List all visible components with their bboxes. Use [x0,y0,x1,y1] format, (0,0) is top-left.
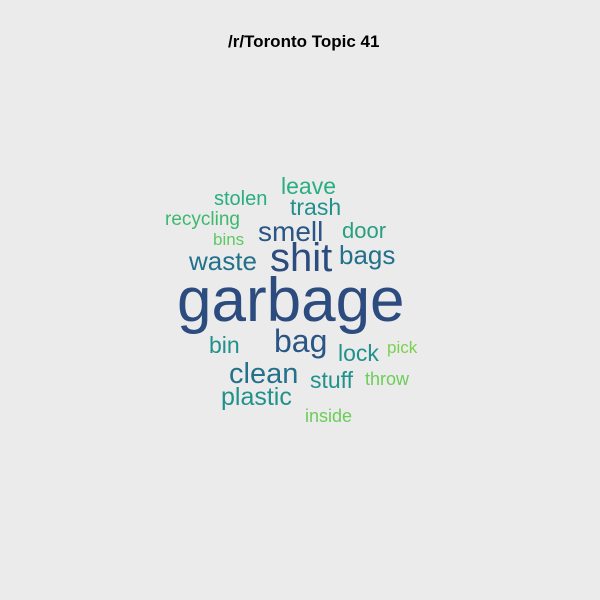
word-stolen: stolen [214,188,268,210]
word-stuff: stuff [310,367,354,393]
word-bins: bins [213,230,245,249]
word-trash: trash [290,194,342,220]
word-inside: inside [305,406,353,426]
word-garbage: garbage [177,266,405,335]
word-pick: pick [387,338,418,357]
word-waste: waste [189,246,257,276]
word-shit: shit [270,236,333,280]
word-bags: bags [339,240,396,270]
word-recycling: recycling [165,209,240,230]
word-bin: bin [209,332,240,358]
word-door: door [342,218,387,243]
word-throw: throw [365,369,410,389]
word-bag: bag [274,323,328,359]
chart-title: /r/Toronto Topic 41 [228,32,380,51]
word-lock: lock [338,340,379,366]
word-plastic: plastic [221,383,292,411]
word-clean: clean [229,358,299,390]
word-leave: leave [281,173,336,199]
word-smell: smell [258,216,324,247]
